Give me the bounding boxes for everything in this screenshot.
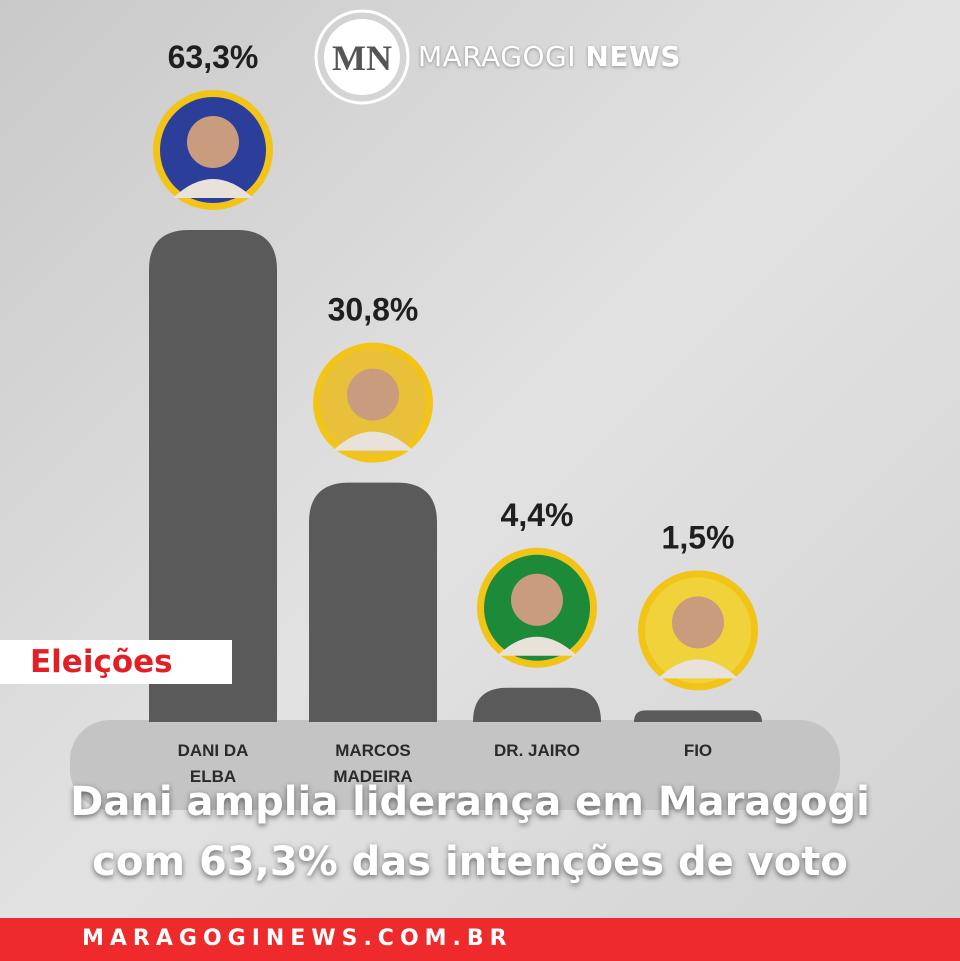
category-label: DR. JAIRO <box>494 741 580 760</box>
value-label: 1,5% <box>662 519 735 555</box>
value-label: 4,4% <box>501 497 574 533</box>
value-label: 30,8% <box>328 292 419 328</box>
bar <box>473 687 601 722</box>
category-label: DANI DA ELBA <box>177 741 249 786</box>
bar <box>309 482 437 722</box>
headline-line: Dani amplia liderança em Maragogi <box>70 779 870 825</box>
logo: MN <box>314 9 410 105</box>
avatar-face <box>187 116 239 168</box>
brand: MARAGOGI NEWS <box>418 40 681 73</box>
bar <box>149 230 277 722</box>
footer-bar: MARAGOGINEWS.COM.BR <box>0 918 960 961</box>
bar <box>634 710 762 722</box>
category-label: FIO <box>683 741 713 760</box>
svg-text:MN: MN <box>332 38 392 78</box>
value-label: 63,3% <box>168 39 259 75</box>
headline-line: com 63,3% das intenções de voto <box>92 839 848 885</box>
avatar-body <box>497 636 577 656</box>
avatar-face <box>672 596 724 649</box>
footer: MARAGOGINEWS.COM.BR <box>82 926 513 951</box>
avatar-body <box>333 431 413 451</box>
brand-name: MARAGOGI <box>418 40 576 73</box>
brand-highlight: NEWS <box>585 40 682 73</box>
avatar-face <box>347 368 399 421</box>
base-plate <box>70 720 840 810</box>
headline: Dani amplia liderança em Maragogi com 63… <box>0 772 940 892</box>
avatar-face <box>511 573 563 626</box>
tag: Eleições <box>30 644 173 680</box>
avatar-body <box>173 179 253 198</box>
tag-box: Eleições <box>0 640 232 684</box>
category-label: MARCOS MADEIRA <box>333 741 413 786</box>
avatar-body <box>658 659 738 679</box>
